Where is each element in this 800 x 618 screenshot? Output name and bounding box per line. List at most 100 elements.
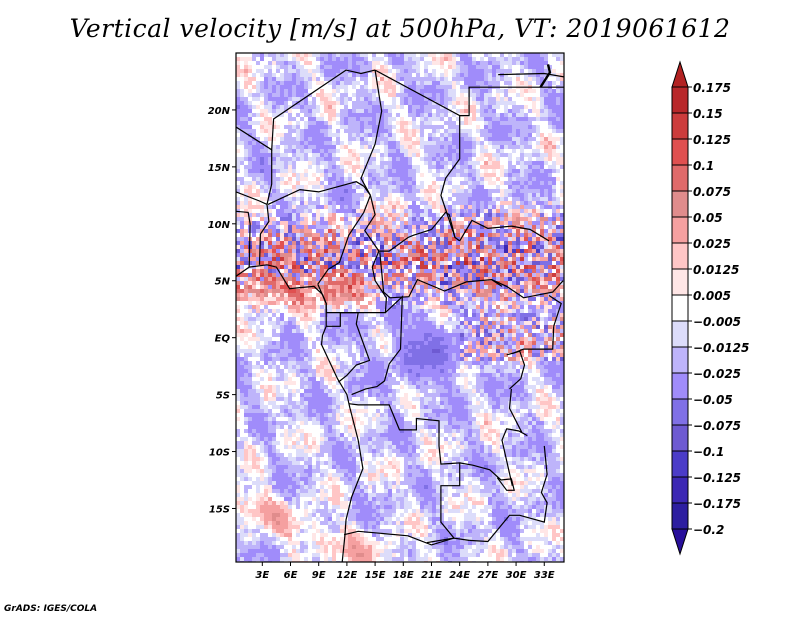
field-cell xyxy=(340,77,344,81)
field-cell xyxy=(360,233,364,237)
field-cell xyxy=(444,265,448,269)
field-cell xyxy=(292,221,296,225)
field-cell xyxy=(292,185,296,189)
field-cell xyxy=(428,61,432,65)
field-cell xyxy=(376,173,380,177)
field-cell xyxy=(344,305,348,309)
field-cell xyxy=(324,73,328,77)
field-cell xyxy=(524,301,528,305)
field-cell xyxy=(488,225,492,229)
field-cell xyxy=(308,73,312,77)
field-cell xyxy=(504,269,508,273)
field-cell xyxy=(344,169,348,173)
field-cell xyxy=(536,97,540,101)
field-cell xyxy=(244,57,248,61)
field-cell xyxy=(540,101,544,105)
field-cell xyxy=(496,241,500,245)
field-cell xyxy=(244,305,248,309)
field-cell xyxy=(484,333,488,337)
field-cell xyxy=(452,189,456,193)
field-cell xyxy=(428,333,432,337)
field-cell xyxy=(344,225,348,229)
field-cell xyxy=(328,197,332,201)
field-cell xyxy=(264,241,268,245)
field-cell xyxy=(356,173,360,177)
field-cell xyxy=(276,81,280,85)
field-cell xyxy=(284,89,288,93)
field-cell xyxy=(424,73,428,77)
field-cell xyxy=(424,61,428,65)
field-cell xyxy=(524,233,528,237)
field-cell xyxy=(400,137,404,141)
field-cell xyxy=(412,173,416,177)
field-cell xyxy=(380,181,384,185)
field-cell xyxy=(528,273,532,277)
field-cell xyxy=(496,105,500,109)
field-cell xyxy=(468,105,472,109)
field-cell xyxy=(344,281,348,285)
field-cell xyxy=(264,65,268,69)
field-cell xyxy=(372,65,376,69)
field-cell xyxy=(420,129,424,133)
field-cell xyxy=(244,229,248,233)
field-cell xyxy=(472,169,476,173)
field-cell xyxy=(388,145,392,149)
field-cell xyxy=(384,53,388,57)
field-cell xyxy=(376,185,380,189)
field-cell xyxy=(388,169,392,173)
field-cell xyxy=(236,101,240,105)
field-cell xyxy=(236,249,240,253)
field-cell xyxy=(236,205,240,209)
field-cell xyxy=(364,321,368,325)
field-cell xyxy=(504,245,508,249)
field-cell xyxy=(252,121,256,125)
field-cell xyxy=(340,185,344,189)
field-cell xyxy=(304,205,308,209)
field-cell xyxy=(440,133,444,137)
field-cell xyxy=(368,325,372,329)
field-cell xyxy=(396,157,400,161)
field-cell xyxy=(288,165,292,169)
field-cell xyxy=(264,165,268,169)
field-cell xyxy=(460,249,464,253)
field-cell xyxy=(360,105,364,109)
field-cell xyxy=(396,297,400,301)
field-cell xyxy=(360,221,364,225)
field-cell xyxy=(548,269,552,273)
field-cell xyxy=(376,241,380,245)
field-cell xyxy=(248,145,252,149)
field-cell xyxy=(248,261,252,265)
field-cell xyxy=(548,257,552,261)
field-cell xyxy=(264,309,268,313)
field-cell xyxy=(284,305,288,309)
field-cell xyxy=(240,93,244,97)
field-cell xyxy=(268,229,272,233)
field-cell xyxy=(336,57,340,61)
field-cell xyxy=(364,101,368,105)
field-cell xyxy=(340,73,344,77)
field-cell xyxy=(304,173,308,177)
field-cell xyxy=(556,125,560,129)
field-cell xyxy=(284,213,288,217)
field-cell xyxy=(252,285,256,289)
field-cell xyxy=(240,237,244,241)
field-cell xyxy=(332,57,336,61)
field-cell xyxy=(512,265,516,269)
field-cell xyxy=(396,273,400,277)
field-cell xyxy=(300,57,304,61)
field-cell xyxy=(396,189,400,193)
field-cell xyxy=(488,141,492,145)
field-cell xyxy=(404,297,408,301)
field-cell xyxy=(260,285,264,289)
field-cell xyxy=(500,261,504,265)
field-cell xyxy=(408,245,412,249)
field-cell xyxy=(268,245,272,249)
field-cell xyxy=(444,69,448,73)
field-cell xyxy=(352,205,356,209)
field-cell xyxy=(256,181,260,185)
field-cell xyxy=(264,105,268,109)
field-cell xyxy=(396,217,400,221)
field-cell xyxy=(344,217,348,221)
field-cell xyxy=(320,233,324,237)
field-cell xyxy=(448,53,452,57)
